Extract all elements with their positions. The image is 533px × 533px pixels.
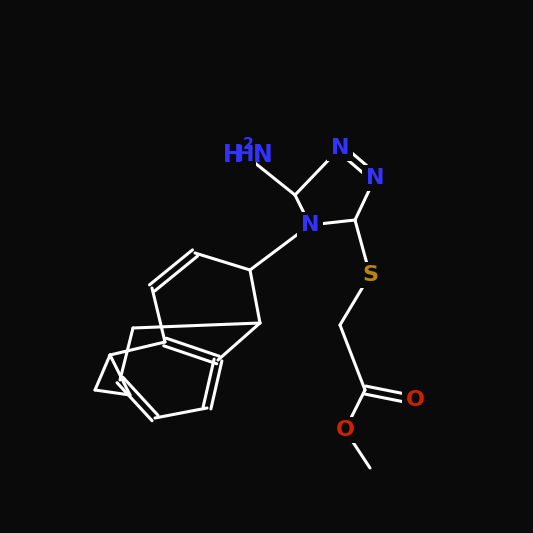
Text: H: H — [223, 143, 243, 167]
Text: N: N — [366, 168, 384, 188]
Text: H: H — [236, 145, 254, 165]
Text: 2: 2 — [243, 137, 254, 152]
Text: O: O — [406, 390, 424, 410]
Text: N: N — [301, 215, 319, 235]
Text: N: N — [331, 138, 349, 158]
Text: S: S — [362, 265, 378, 285]
Text: O: O — [335, 420, 354, 440]
Text: N: N — [253, 143, 273, 167]
